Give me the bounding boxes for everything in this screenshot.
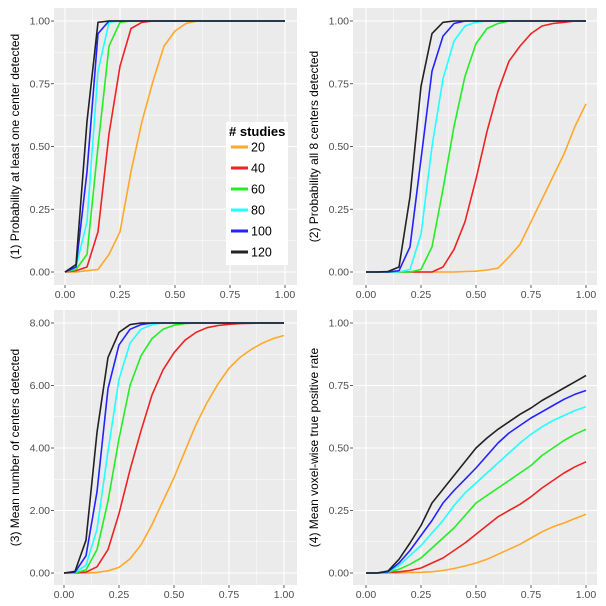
legend-title: # studies (229, 124, 285, 139)
series-line-40 (366, 461, 587, 574)
y-tick-label: 0.00 (329, 267, 350, 279)
x-tick-label: 0.75 (219, 589, 240, 601)
series-line-20 (64, 334, 285, 574)
y-tick-label: 0.50 (329, 443, 350, 455)
y-tick-label: 0.00 (30, 267, 51, 279)
y-tick-label: 1.00 (329, 318, 350, 330)
series-line-20 (366, 513, 587, 574)
y-axis-title: (4) Mean voxel-wise true positive rate (307, 347, 321, 547)
y-tick-label: 0.50 (329, 141, 350, 153)
x-tick-label: 1.00 (274, 589, 295, 601)
legend-label-20: 20 (251, 141, 265, 155)
y-tick-label: 0.75 (329, 78, 350, 90)
y-axis-title: (2) Probability all 8 centers detected (307, 51, 321, 242)
legend-label-40: 40 (251, 162, 265, 176)
panel-4: 0.00 0.25 0.50 0.75 1.00 0.00 0.25 0.50 0.75 1.00… (307, 310, 597, 601)
y-tick-label: 0.25 (30, 204, 51, 216)
legend-label-80: 80 (251, 204, 265, 218)
x-tick-label: 0.25 (411, 289, 432, 301)
x-tick-label: 1.00 (576, 589, 597, 601)
x-tick-label: 0.50 (466, 289, 487, 301)
y-tick-label: 0.00 (329, 568, 350, 580)
x-tick-label: 0.00 (356, 589, 377, 601)
y-tick-label: 6.00 (30, 380, 51, 392)
y-tick-label: 0.25 (329, 204, 350, 216)
y-axis-title: (3) Mean number of centers detected (8, 349, 22, 546)
series-line-120 (366, 20, 586, 273)
x-tick-label: 0.25 (411, 589, 432, 601)
y-tick-label: 0.25 (329, 505, 350, 517)
legend: # studies 20 40 60 80 100 120 (226, 122, 288, 265)
series-line-100 (366, 389, 587, 574)
x-tick-label: 0.00 (54, 589, 75, 601)
x-tick-label: 0.25 (110, 289, 131, 301)
y-tick-label: 0.50 (30, 141, 51, 153)
y-tick-label: 1.00 (30, 16, 51, 28)
y-tick-label: 4.00 (30, 443, 51, 455)
x-tick-label: 0.25 (109, 589, 130, 601)
y-tick-label: 0.75 (329, 380, 350, 392)
series-line-120 (64, 20, 285, 273)
x-tick-label: 0.00 (55, 289, 76, 301)
legend-label-100: 100 (251, 225, 272, 239)
x-tick-label: 1.00 (576, 289, 597, 301)
legend-label-120: 120 (251, 246, 272, 260)
x-tick-label: 0.75 (220, 289, 241, 301)
x-tick-label: 0.75 (521, 289, 542, 301)
series-line-120 (63, 322, 284, 574)
y-axis-title: (1) Probability at least one center dete… (8, 34, 22, 259)
panel-2: 0.00 0.25 0.50 0.75 1.00 0.00 0.25 0.50 0.75 1.00… (307, 8, 597, 301)
x-tick-label: 0.75 (521, 589, 542, 601)
x-tick-label: 0.50 (165, 289, 186, 301)
series-line-60 (366, 428, 587, 574)
y-tick-label: 0.00 (30, 568, 51, 580)
legend-label-60: 60 (251, 183, 265, 197)
x-tick-label: 0.00 (356, 289, 377, 301)
series-line-80 (366, 406, 587, 574)
x-tick-label: 1.00 (275, 289, 296, 301)
x-tick-label: 0.50 (466, 589, 487, 601)
series-line-120 (366, 374, 587, 574)
y-tick-label: 8.00 (30, 318, 51, 330)
y-tick-label: 2.00 (30, 505, 51, 517)
panel-3: 0.00 0.25 0.50 0.75 1.00 0.00 2.00 4.00 6.00 8.00… (8, 310, 297, 601)
x-tick-label: 0.50 (164, 589, 185, 601)
y-tick-label: 1.00 (329, 16, 350, 28)
panel-1: 0.00 0.25 0.50 0.75 1.00 0.00 0.25 0.50 0.75 1.00… (8, 8, 297, 301)
y-tick-label: 0.75 (30, 78, 51, 90)
